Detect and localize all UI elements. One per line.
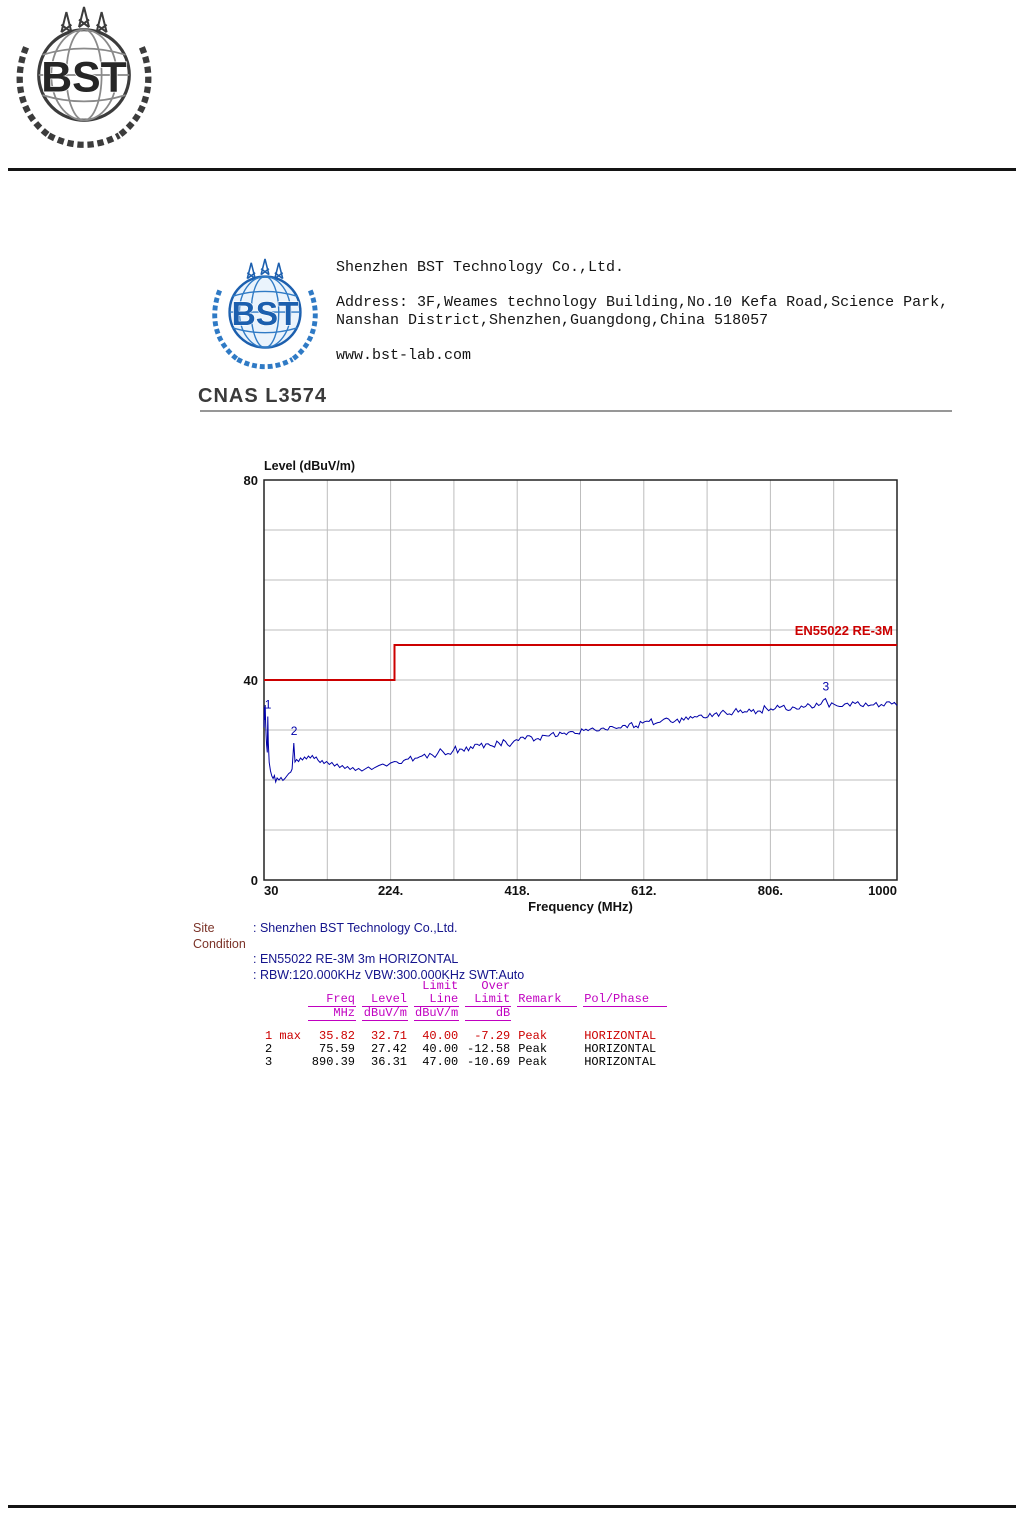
unit-level: dBuV/m (362, 1006, 409, 1021)
x-tick-label: 806. (758, 883, 783, 898)
cell-pol: HORIZONTAL (584, 1029, 657, 1043)
header-limit-top: Limit (422, 979, 459, 993)
header-freq: Freq (308, 993, 357, 1007)
cell-level: 27.42 (371, 1042, 408, 1056)
y-axis-title: Level (dBuV/m) (264, 459, 355, 473)
site-label: Site (193, 921, 215, 935)
page-footer-divider (8, 1505, 1016, 1508)
logo-bst-text: BST (41, 53, 127, 101)
cell-pol: HORIZONTAL (584, 1042, 657, 1056)
limit-line (264, 644, 897, 681)
test-info-block: Site : Shenzhen BST Technology Co.,Ltd. C… (193, 921, 524, 983)
cell-line: 47.00 (422, 1055, 459, 1069)
cell-freq: 75.59 (319, 1042, 356, 1056)
bst-logo-mono: BST (6, 4, 162, 156)
cell-freq: 35.82 (319, 1029, 356, 1043)
header-over-top: Over (481, 979, 511, 993)
cell-remark: Peak (518, 1029, 548, 1043)
header-remark: Remark (517, 993, 578, 1007)
bst-logo-color: BST (204, 256, 326, 376)
x-tick-label: 224. (378, 883, 403, 898)
marker-label-3: 3 (823, 679, 830, 693)
company-name: Shenzhen BST Technology Co.,Ltd. (336, 259, 625, 276)
header-level: Level (362, 993, 409, 1007)
marker-label-2: 2 (291, 724, 298, 738)
marker-label-1: 1 (265, 697, 272, 711)
x-tick-label: 612. (631, 883, 656, 898)
cell-pol: HORIZONTAL (584, 1055, 657, 1069)
globe-grid (38, 28, 130, 122)
x-tick-label: 1000 (868, 883, 897, 898)
bst-emblem-mono-graphic: BST (16, 6, 152, 148)
x-tick-label: 418. (505, 883, 530, 898)
result-row-2: 2 75.59 27.42 40.00 -12.58 Peak HORIZONTAL (264, 1043, 667, 1056)
y-tick-label: 0 (251, 873, 258, 888)
wreath-left (16, 46, 51, 138)
condition-label: Condition (193, 936, 246, 951)
condition-row: Condition (193, 937, 524, 953)
condition-standard: : EN55022 RE-3M 3m HORIZONTAL (253, 952, 459, 966)
result-row-3: 3 890.39 36.31 47.00 -10.69 Peak HORIZONTAL (264, 1056, 667, 1069)
cell-no: 1 max (265, 1029, 302, 1043)
wreath-right (117, 46, 152, 138)
bst-emblem-color-graphic: BST (212, 258, 318, 370)
cell-no: 3 (265, 1055, 273, 1069)
results-header-top-row: Limit Over (264, 980, 667, 993)
wreath-bottom (236, 357, 294, 370)
company-address-line2: Nanshan District,Shenzhen,Guangdong,Chin… (336, 312, 769, 329)
cell-level: 32.71 (371, 1029, 408, 1043)
header-limit: Limit (465, 993, 512, 1007)
cell-over: -12.58 (467, 1042, 511, 1056)
unit-line: dBuV/m (414, 1006, 460, 1021)
logo-bst-text: BST (232, 296, 299, 333)
limit-line-label: EN55022 RE-3M (795, 623, 893, 638)
cell-remark: Peak (518, 1055, 548, 1069)
company-address-line1: Address: 3F,Weames technology Building,N… (336, 294, 949, 311)
y-tick-label: 40 (244, 673, 258, 688)
x-axis-title: Frequency (MHz) (528, 899, 633, 914)
cell-level: 36.31 (371, 1055, 408, 1069)
condition-bandwidth: : RBW:120.000KHz VBW:300.000KHz SWT:Auto (253, 967, 525, 982)
globe-grid (229, 275, 301, 349)
measurement-trace (263, 697, 898, 784)
unit-freq: MHz (308, 1007, 357, 1021)
x-tick-label: 30 (264, 883, 278, 898)
site-value: : Shenzhen BST Technology Co.,Ltd. (253, 921, 458, 935)
y-tick-label: 80 (244, 473, 258, 488)
cell-over: -7.29 (474, 1029, 511, 1043)
result-row-1: 1 max 35.82 32.71 40.00 -7.29 Peak HORIZONTAL (264, 1030, 667, 1043)
company-website: www.bst-lab.com (336, 347, 472, 364)
page-header-divider (8, 168, 1016, 171)
letterhead-divider (200, 410, 952, 412)
cell-over: -10.69 (467, 1055, 511, 1069)
cell-freq: 890.39 (311, 1055, 356, 1069)
unit-limit: dB (465, 1007, 512, 1021)
header-line: Line (414, 993, 460, 1007)
radiated-emissions-chart: EN55022 RE-3M 1 2 3 30 224. 418. 612. 806. 1000 0 4… (244, 459, 898, 914)
cell-line: 40.00 (422, 1029, 459, 1043)
cnas-accreditation-number: CNAS L3574 (198, 385, 327, 407)
condition-bandwidth-row: : RBW:120.000KHz VBW:300.000KHz SWT:Auto (193, 968, 524, 984)
results-units-row: MHz dBuV/m dBuV/m dB (264, 1007, 667, 1021)
cell-remark: Peak (518, 1042, 548, 1056)
cell-no: 2 (265, 1042, 273, 1056)
condition-standard-row: : EN55022 RE-3M 3m HORIZONTAL (193, 952, 524, 968)
wreath-bottom (47, 132, 121, 148)
site-row: Site : Shenzhen BST Technology Co.,Ltd. (193, 921, 524, 937)
cell-line: 40.00 (422, 1042, 459, 1056)
results-header-row: Freq Level Line Limit Remark Pol/Phase (264, 993, 668, 1007)
results-table: Limit Over Freq Level Line Limit Remark … (258, 980, 673, 1069)
header-pol-phase: Pol/Phase (583, 993, 668, 1007)
